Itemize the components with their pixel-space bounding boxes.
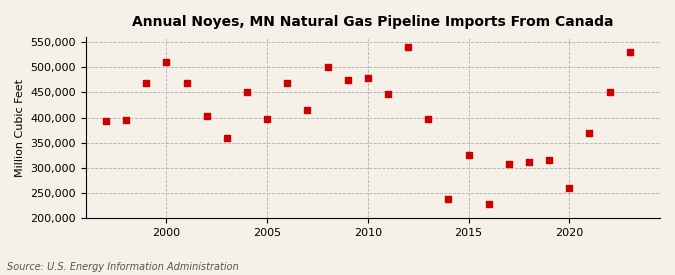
Point — [423, 116, 434, 121]
Point — [604, 90, 615, 95]
Point — [342, 78, 353, 82]
Point — [242, 90, 252, 95]
Point — [504, 162, 514, 166]
Point — [302, 108, 313, 112]
Point — [544, 158, 555, 163]
Point — [524, 160, 535, 164]
Point — [181, 81, 192, 86]
Title: Annual Noyes, MN Natural Gas Pipeline Imports From Canada: Annual Noyes, MN Natural Gas Pipeline Im… — [132, 15, 614, 29]
Point — [161, 60, 172, 64]
Point — [221, 136, 232, 140]
Point — [624, 50, 635, 54]
Point — [403, 45, 414, 50]
Text: Source: U.S. Energy Information Administration: Source: U.S. Energy Information Administ… — [7, 262, 238, 272]
Point — [282, 81, 293, 86]
Point — [383, 92, 394, 96]
Point — [322, 65, 333, 70]
Point — [362, 76, 373, 81]
Point — [463, 153, 474, 158]
Point — [584, 131, 595, 135]
Point — [564, 186, 574, 190]
Point — [201, 114, 212, 118]
Point — [101, 119, 111, 123]
Point — [443, 196, 454, 201]
Point — [141, 81, 152, 86]
Point — [262, 116, 273, 121]
Point — [121, 118, 132, 122]
Point — [483, 202, 494, 206]
Y-axis label: Million Cubic Feet: Million Cubic Feet — [15, 79, 25, 177]
